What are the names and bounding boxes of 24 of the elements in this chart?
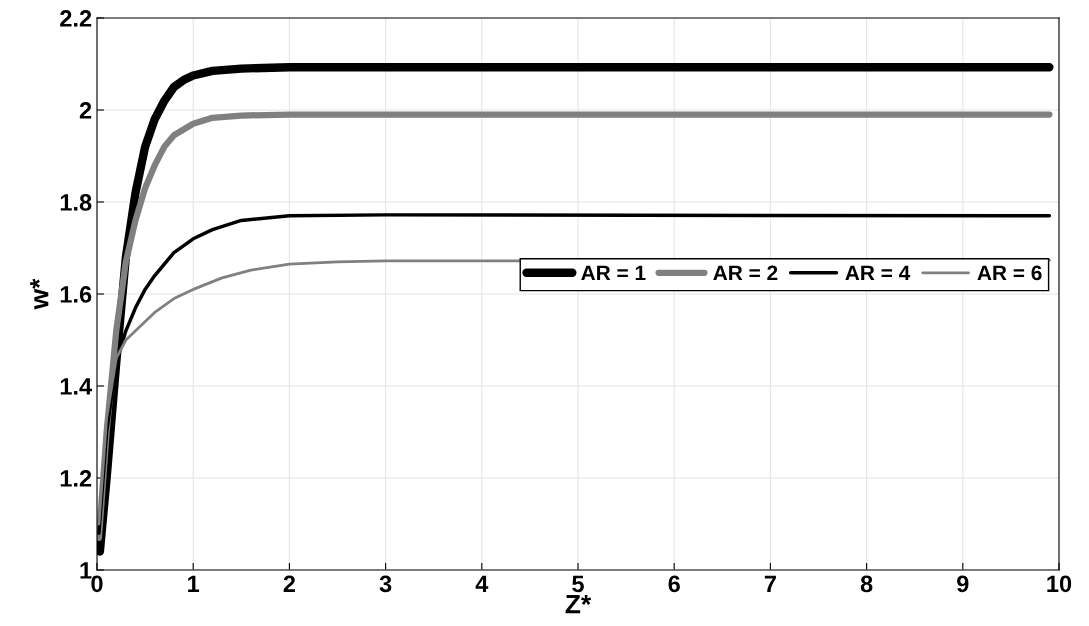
legend-label: AR = 2 bbox=[713, 265, 778, 281]
x-tick-label: 5 bbox=[572, 575, 584, 593]
legend-label: AR = 4 bbox=[845, 265, 911, 281]
y-tick-label: 1.6 bbox=[60, 286, 92, 303]
x-tick-label: 8 bbox=[860, 575, 873, 593]
x-tick-label: 6 bbox=[668, 575, 680, 593]
x-tick-label: 3 bbox=[379, 575, 392, 593]
y-tick-label: 1.4 bbox=[60, 378, 93, 395]
x-tick-label: 10 bbox=[1047, 575, 1072, 593]
y-tick-label: 2 bbox=[79, 102, 92, 119]
x-axis-title: Z* bbox=[565, 595, 592, 614]
y-tick-label: 1.8 bbox=[60, 194, 92, 211]
legend-label: AR = 6 bbox=[977, 265, 1042, 281]
y-tick-label: 1.2 bbox=[60, 470, 92, 487]
x-tick-label: 4 bbox=[475, 575, 489, 592]
y-tick-label: 1 bbox=[80, 562, 92, 579]
x-tick-label: 9 bbox=[957, 575, 969, 593]
x-tick-label: 1 bbox=[188, 575, 200, 592]
x-tick-label: 7 bbox=[764, 575, 776, 592]
x-tick-label: 2 bbox=[283, 575, 296, 592]
legend-label: AR = 1 bbox=[581, 265, 646, 281]
x-tick-label: 0 bbox=[91, 575, 103, 593]
y-tick-label: 2.2 bbox=[60, 10, 92, 27]
y-axis-title: w* bbox=[30, 278, 49, 310]
